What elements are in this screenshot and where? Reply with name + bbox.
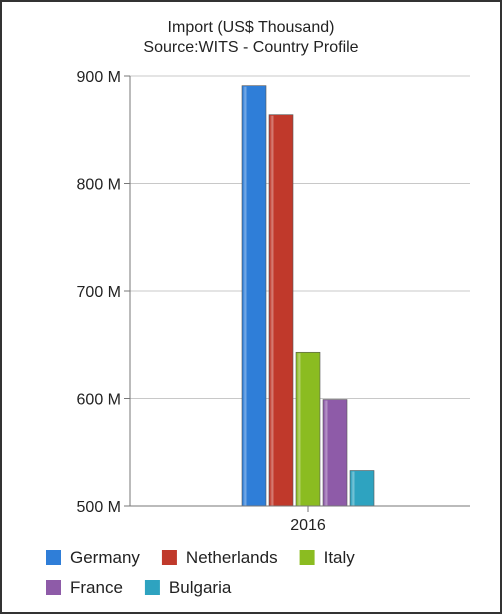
y-tick-label: 700 M [77,284,121,301]
legend-item-netherlands[interactable]: Netherlands [161,548,278,567]
legend-swatch [299,550,315,565]
x-tick-label: 2016 [290,517,326,534]
legend-swatch [46,550,61,565]
legend-item-bulgaria[interactable]: Bulgaria [144,578,232,597]
legend-item-france[interactable]: France [46,578,123,597]
bar-highlight [297,353,307,506]
legend-label: Germany [70,548,140,567]
legend-label: Italy [324,548,356,567]
legend-label: France [70,578,123,597]
y-tick-label: 600 M [77,392,121,409]
legend-item-italy[interactable]: Italy [299,548,356,567]
legend-swatch [46,580,61,595]
bars [241,85,375,507]
legend-swatch [161,550,177,565]
bar-highlight [351,471,361,506]
bar-highlight [243,86,253,507]
chart-title: Import (US$ Thousand) [168,19,335,36]
legend[interactable]: Germany Netherlands Italy France Bulgaria [46,548,355,597]
legend-label: Netherlands [186,548,278,567]
axes: 500 M 600 M 700 M 800 M 900 M 2016 [77,69,470,534]
legend-label: Bulgaria [169,578,232,597]
y-tick-label: 800 M [77,177,121,194]
bar-highlight [324,400,334,506]
chart-subtitle: Source:WITS - Country Profile [143,39,358,56]
y-tick-label: 900 M [77,69,121,86]
legend-item-germany[interactable]: Germany [46,548,140,567]
legend-swatch [144,580,160,595]
bar-highlight [270,115,280,506]
y-tick-label: 500 M [77,499,121,516]
